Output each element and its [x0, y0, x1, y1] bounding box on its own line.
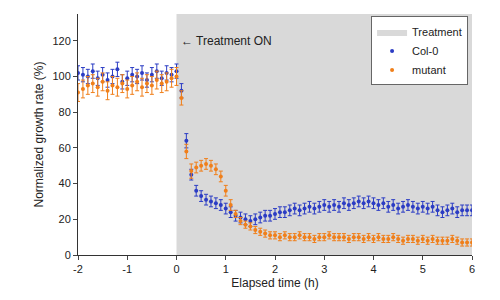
svg-text:4: 4 [370, 263, 376, 275]
svg-text:0: 0 [173, 263, 179, 275]
svg-text:← Treatment ON: ← Treatment ON [181, 34, 272, 48]
svg-text:6: 6 [469, 263, 475, 275]
svg-text:mutant: mutant [412, 64, 446, 76]
svg-text:120: 120 [52, 35, 70, 47]
svg-text:20: 20 [59, 213, 71, 225]
svg-text:0: 0 [65, 249, 71, 261]
svg-text:1: 1 [223, 263, 229, 275]
svg-text:3: 3 [321, 263, 327, 275]
svg-text:Normalized growth rate (%): Normalized growth rate (%) [32, 61, 46, 207]
svg-text:-2: -2 [73, 263, 83, 275]
svg-text:80: 80 [59, 106, 71, 118]
svg-text:Treatment: Treatment [412, 26, 462, 38]
svg-text:40: 40 [59, 177, 71, 189]
svg-text:5: 5 [420, 263, 426, 275]
svg-text:60: 60 [59, 142, 71, 154]
svg-text:-1: -1 [122, 263, 132, 275]
svg-text:2: 2 [272, 263, 278, 275]
svg-text:100: 100 [52, 70, 70, 82]
svg-text:Elapsed time (h): Elapsed time (h) [231, 276, 318, 290]
svg-text:Col-0: Col-0 [412, 45, 438, 57]
